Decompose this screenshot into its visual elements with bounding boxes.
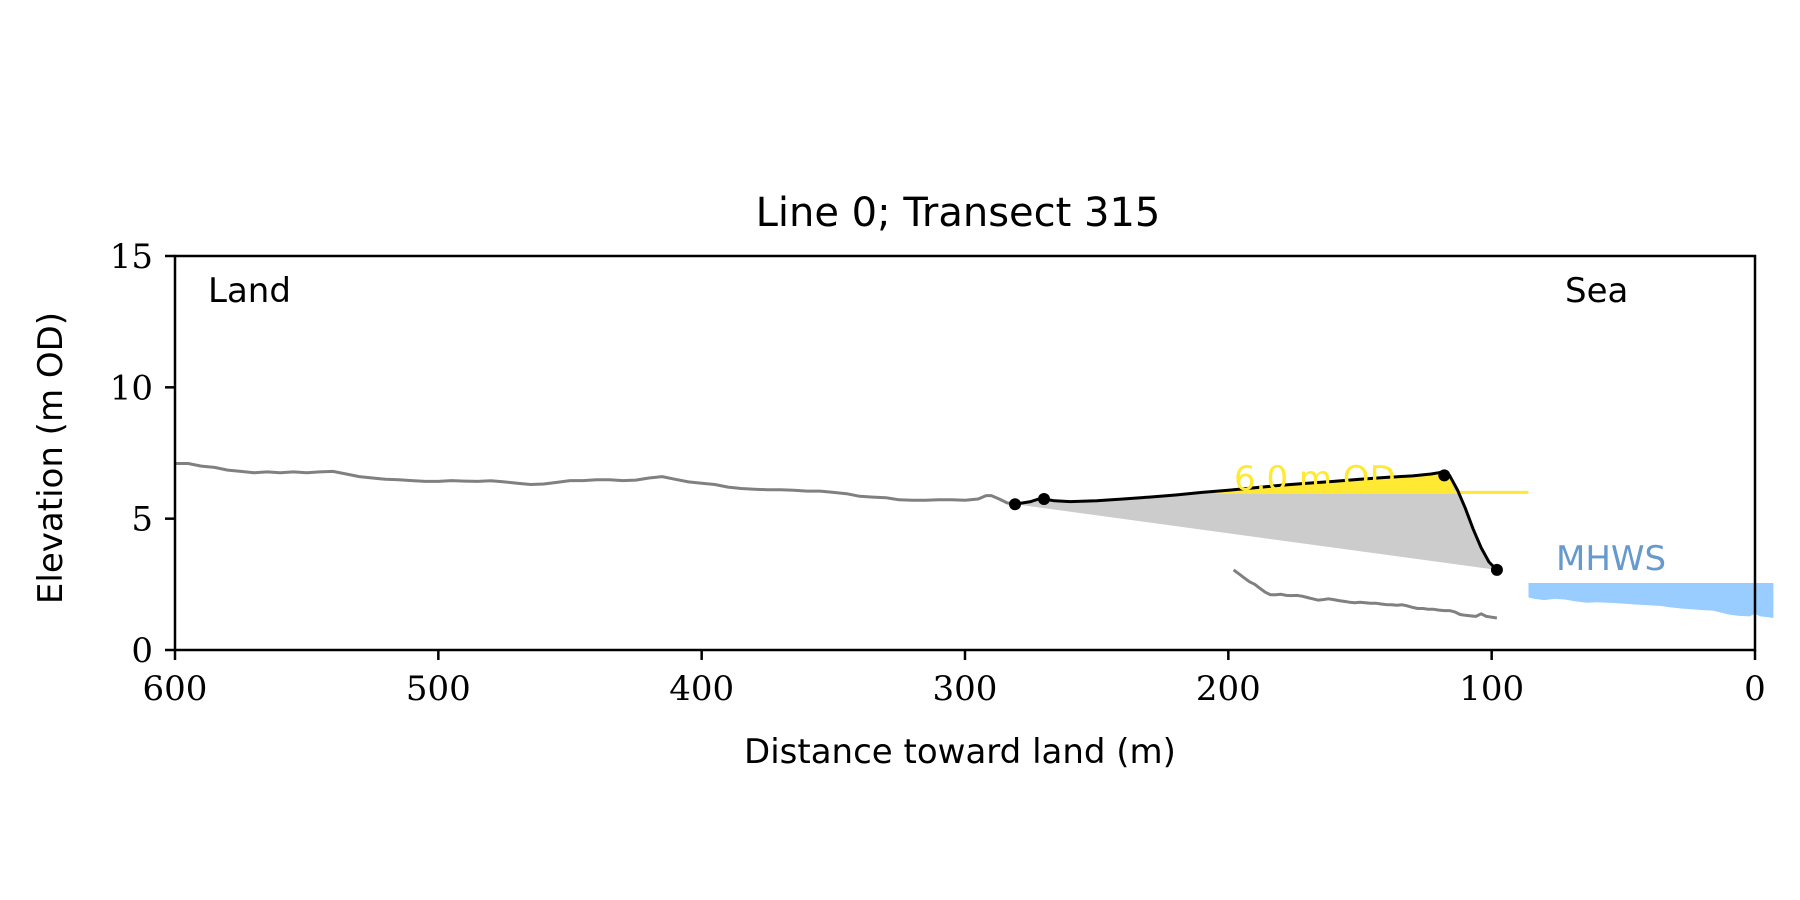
land-annotation: Land <box>208 271 291 311</box>
y-axis-label: Elevation (m OD) <box>31 312 71 604</box>
dune-volume-fill <box>1015 471 1497 570</box>
x-tick-label-5: 100 <box>1459 669 1524 709</box>
x-axis-label: Distance toward land (m) <box>744 732 1176 772</box>
dune-marker-1 <box>1038 492 1050 505</box>
axes-frame <box>173 254 1757 652</box>
x-tick-label-6: 0 <box>1744 669 1766 709</box>
y-tick-label-0: 0 <box>131 631 153 671</box>
y-axis: 0 5 10 15 <box>110 237 175 671</box>
y-tick-label-3: 15 <box>110 237 153 277</box>
x-tick-label-4: 200 <box>1196 669 1261 709</box>
plot-area <box>175 462 1774 620</box>
mhws-band <box>1528 583 1774 618</box>
mhws-annotation: MHWS <box>1556 539 1666 579</box>
x-tick-label-0: 600 <box>143 669 208 709</box>
x-tick-label-2: 400 <box>669 669 734 709</box>
x-axis: 600 500 400 300 200 100 0 <box>143 650 1766 709</box>
dune-line-2 <box>1014 469 1498 571</box>
y-tick-label-1: 5 <box>131 500 153 540</box>
profile-line-0 <box>175 462 1016 506</box>
dune-marker-3 <box>1490 563 1503 576</box>
dune-marker-2 <box>1438 469 1451 482</box>
dune-marker-0 <box>1009 498 1022 511</box>
level-annotation: 6.0 m OD <box>1234 459 1396 499</box>
y-tick-label-2: 10 <box>110 368 153 408</box>
sea-annotation: Sea <box>1565 271 1628 311</box>
profile-line-1 <box>1232 568 1498 620</box>
x-tick-label-1: 500 <box>406 669 471 709</box>
x-tick-label-3: 300 <box>933 669 998 709</box>
chart-title: Line 0; Transect 315 <box>756 190 1161 236</box>
